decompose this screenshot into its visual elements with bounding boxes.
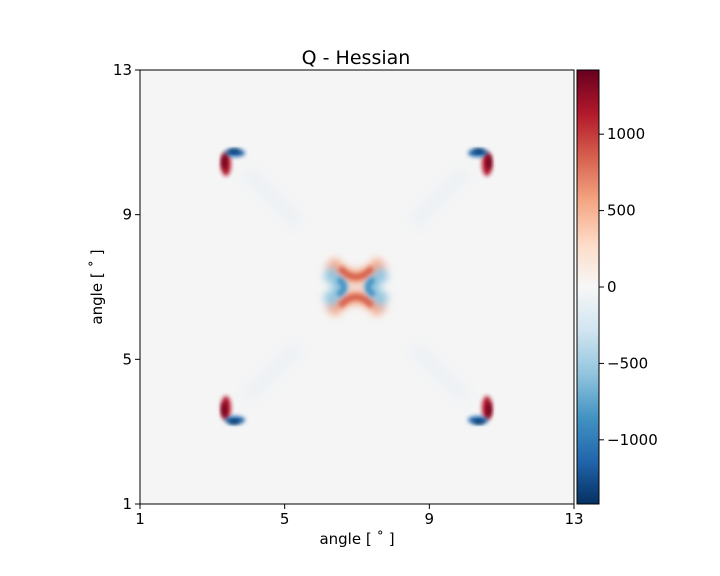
streak-bottom-right bbox=[407, 340, 472, 405]
streak-top-left bbox=[240, 165, 305, 230]
x-tick-label: 9 bbox=[425, 510, 435, 528]
x-axis: 1 5 9 13 bbox=[135, 504, 584, 528]
x-tick-label: 5 bbox=[280, 510, 290, 528]
plot-area bbox=[139, 69, 575, 505]
streak-top-right bbox=[407, 165, 472, 230]
colorbar-tick-label: −500 bbox=[607, 354, 648, 372]
y-tick-label: 5 bbox=[122, 350, 132, 368]
streak-bottom-left bbox=[240, 340, 305, 405]
central-cross bbox=[322, 257, 390, 317]
plot-frame bbox=[139, 69, 575, 505]
y-tick-label: 9 bbox=[122, 206, 132, 224]
y-axis-label: angle [ ˚ ] bbox=[88, 249, 106, 324]
x-axis-label: angle [ ˚ ] bbox=[319, 530, 394, 548]
y-tick-label: 13 bbox=[113, 61, 132, 79]
colorbar: −1000 −500 0 500 1000 bbox=[576, 69, 658, 505]
colorbar-tick-label: 1000 bbox=[607, 125, 645, 143]
colorbar-ticks: −1000 −500 0 500 1000 bbox=[599, 125, 658, 449]
y-tick-label: 1 bbox=[122, 495, 132, 513]
y-axis: 1 5 9 13 bbox=[113, 61, 140, 513]
central-left-lobe bbox=[322, 265, 347, 309]
chart-title: Q - Hessian bbox=[302, 47, 411, 69]
diagonal-streaks bbox=[240, 165, 472, 405]
colorbar-gradient bbox=[576, 69, 600, 505]
colorbar-tick-label: −1000 bbox=[607, 431, 658, 449]
source-top-right bbox=[468, 149, 492, 176]
colorbar-tick-label: 0 bbox=[607, 278, 617, 296]
x-tick-label: 1 bbox=[135, 510, 145, 528]
x-tick-label: 13 bbox=[564, 510, 583, 528]
source-top-left bbox=[221, 149, 245, 176]
colorbar-tick-label: 500 bbox=[607, 202, 636, 220]
central-right-lobe bbox=[365, 265, 390, 309]
heatmap-background bbox=[140, 70, 574, 504]
source-bottom-right bbox=[468, 396, 492, 424]
source-bottom-left bbox=[221, 396, 245, 424]
